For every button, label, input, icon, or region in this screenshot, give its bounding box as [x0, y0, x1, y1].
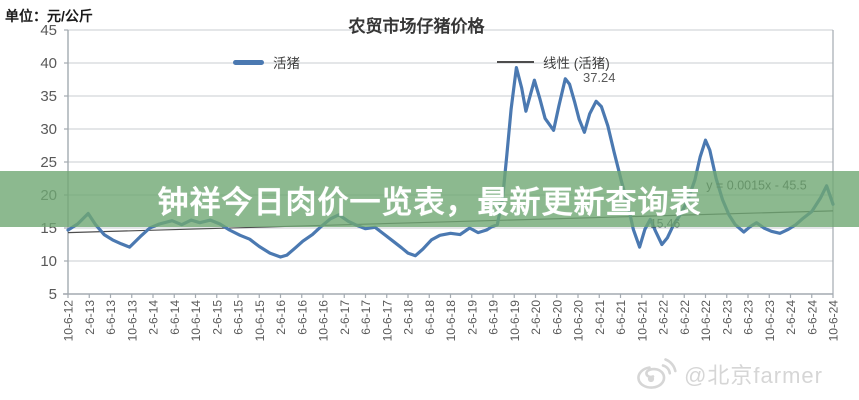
x-axis-label: 2-6-19: [465, 300, 479, 335]
x-axis-label: 6-6-24: [805, 300, 819, 335]
x-axis-label: 10-6-12: [62, 300, 76, 342]
y-axis-label: 30: [40, 121, 57, 138]
x-axis-label: 2-6-14: [147, 300, 161, 335]
x-axis-label: 10-6-14: [189, 300, 203, 342]
overlay-banner-title: 钟祥今日肉价一览表，最新更新查询表: [157, 184, 702, 220]
watermark-text: @北京farmer: [684, 363, 823, 388]
x-axis-label: 10-6-16: [317, 300, 331, 342]
x-axis-label: 2-6-13: [83, 300, 97, 335]
x-axis-label: 6-6-17: [359, 300, 373, 335]
weibo-logo-icon: [637, 358, 677, 389]
y-axis-label: 25: [40, 154, 57, 171]
x-axis-label: 2-6-24: [784, 300, 798, 335]
x-axis-label: 10-6-15: [253, 300, 267, 342]
chart-title: 农贸市场仔猪价格: [348, 17, 485, 36]
legend-swatch-trend-line: [497, 61, 534, 63]
x-axis-label: 10-6-17: [380, 300, 394, 342]
x-axis-label: 2-6-23: [720, 300, 734, 335]
y-axis-label: 10: [40, 253, 57, 270]
y-axis-label: 40: [40, 55, 57, 72]
x-axis-label: 6-6-20: [550, 300, 564, 335]
x-axis-label: 10-6-13: [125, 300, 139, 342]
x-axis-label: 2-6-15: [210, 300, 224, 335]
x-axis-label: 6-6-19: [487, 300, 501, 335]
legend-item-linear-trend: 线性 (活猪): [497, 52, 610, 72]
x-axis-label: 2-6-20: [529, 300, 543, 335]
watermark: @北京farmer: [635, 357, 823, 391]
x-axis-label: 6-6-13: [104, 300, 118, 335]
x-axis-label: 6-6-16: [295, 300, 309, 335]
x-axis-label: 10-6-20: [572, 300, 586, 342]
y-axis-label: 35: [40, 88, 57, 105]
x-axis-label: 2-6-21: [593, 300, 607, 335]
x-axis-label: 6-6-23: [742, 300, 756, 335]
y-axis-label: 5: [49, 286, 57, 303]
legend-label-linear-trend: 线性 (活猪): [543, 56, 610, 71]
legend-item-live-pig: 活猪: [233, 52, 300, 72]
x-axis-label: 2-6-17: [338, 300, 352, 335]
x-axis-label: 6-6-18: [423, 300, 437, 335]
price-line-活猪: [66, 65, 835, 259]
overlay-banner: 钟祥今日肉价一览表，最新更新查询表: [0, 171, 859, 227]
x-axis-label: 10-6-24: [827, 300, 841, 342]
x-axis-label: 10-6-22: [699, 300, 713, 342]
x-axis-label: 6-6-22: [678, 300, 692, 335]
x-axis-label: 10-6-21: [635, 300, 649, 342]
x-axis-label: 2-6-16: [274, 300, 288, 335]
x-axis-label: 6-6-21: [614, 300, 628, 335]
unit-label: 单位：元/公斤: [5, 8, 93, 24]
x-axis-label: 10-6-19: [508, 300, 522, 342]
legend-label-live-pig: 活猪: [273, 56, 300, 71]
legend-swatch-live-pig-line: [233, 59, 264, 65]
annotation-label: 37.24: [583, 70, 616, 85]
x-axis-label: 10-6-23: [763, 300, 777, 342]
x-axis-label: 10-6-18: [444, 300, 458, 342]
x-axis-label: 2-6-18: [402, 300, 416, 335]
x-axis-label: 6-6-15: [232, 300, 246, 335]
x-axis-label: 2-6-22: [657, 300, 671, 335]
x-axis-label: 6-6-14: [168, 300, 182, 335]
y-axis-label: 45: [40, 22, 57, 39]
